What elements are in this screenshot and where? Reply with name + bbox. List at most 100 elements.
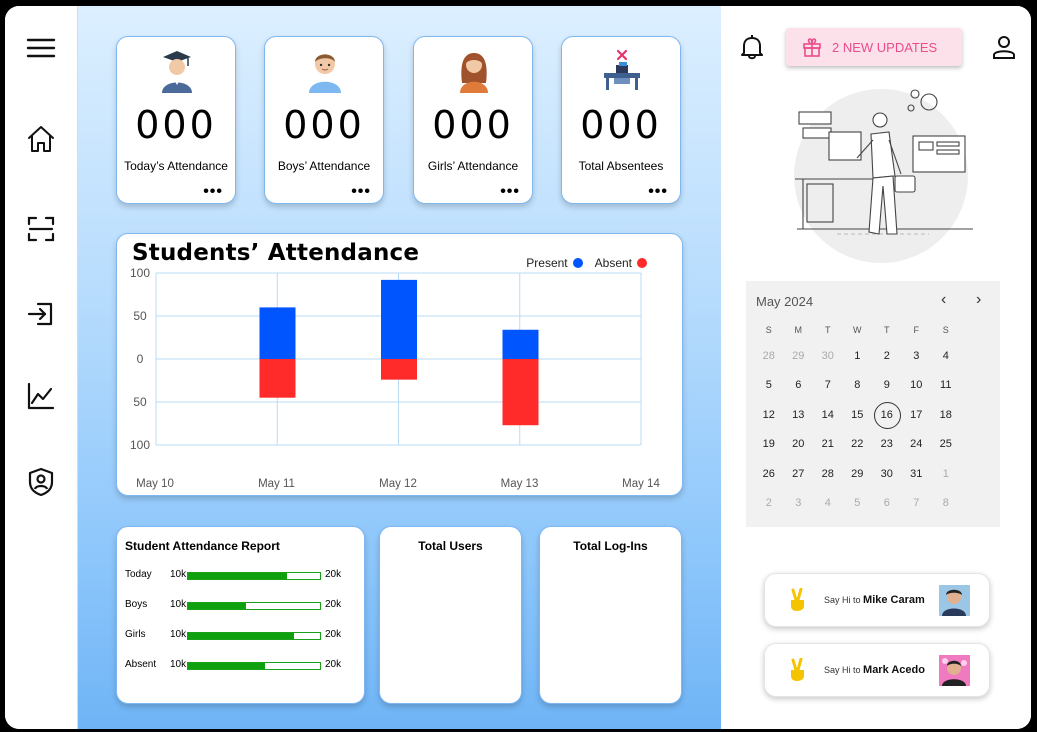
calendar-day[interactable]: 8 [942, 497, 949, 510]
calendar-day[interactable]: 6 [883, 497, 890, 510]
calendar-day[interactable]: 5 [854, 497, 861, 510]
y-tick-label: 100 [130, 438, 150, 452]
report-row-label: Absent [125, 659, 157, 670]
report-row-label: Boys [125, 599, 148, 610]
calendar-day[interactable]: 11 [940, 379, 952, 392]
chart-legend: Present Absent [526, 256, 647, 270]
scan-icon[interactable] [25, 213, 57, 245]
calendar-day[interactable]: 27 [792, 467, 805, 480]
calendar-day[interactable]: 8 [854, 379, 861, 392]
calendar-day[interactable]: 28 [821, 467, 834, 480]
calendar-day[interactable]: 5 [765, 379, 772, 392]
graduate-icon [162, 51, 192, 93]
stat-count: 000 [135, 103, 217, 147]
calendar-day[interactable]: 25 [939, 438, 952, 451]
report-row: Boys 10k 20k [125, 598, 355, 612]
progress-bar [187, 662, 321, 670]
more-options-icon[interactable]: ••• [203, 183, 223, 200]
notification-bell-icon[interactable] [739, 34, 765, 60]
calendar-day[interactable]: 1 [854, 349, 861, 362]
office-illustration [794, 89, 973, 263]
calendar-day[interactable]: 24 [910, 438, 923, 451]
peace-hand-icon [791, 588, 804, 611]
calendar-day[interactable]: 23 [880, 438, 893, 451]
login-icon[interactable] [25, 298, 57, 330]
report-row-low: 10k [170, 569, 187, 580]
calendar-day[interactable]: 15 [851, 408, 864, 421]
calendar-day[interactable]: 22 [851, 438, 864, 451]
more-options-icon[interactable]: ••• [648, 183, 668, 200]
boy-icon [309, 54, 341, 93]
chart-title: Students’ Attendance [132, 240, 420, 266]
calendar-day[interactable]: 26 [762, 467, 775, 480]
calendar-day[interactable]: 3 [795, 497, 802, 510]
legend-present-swatch [572, 258, 583, 268]
calendar-day[interactable]: 16 [872, 401, 902, 429]
report-title: Student Attendance Report [125, 539, 280, 553]
report-row-high: 20k [325, 659, 342, 670]
analytics-chart-icon[interactable] [25, 380, 57, 412]
calendar-day[interactable]: 29 [851, 467, 864, 480]
stat-card-boys[interactable]: 000 Boys’ Attendance ••• [264, 36, 384, 204]
weekday-label: S [765, 325, 772, 335]
calendar-day[interactable]: 10 [910, 379, 923, 392]
calendar-week: 5 6 7 8 9 10 11 [754, 371, 990, 401]
calendar-day[interactable]: 7 [913, 497, 920, 510]
legend-absent-swatch [637, 258, 647, 268]
weekday-label: T [825, 325, 831, 335]
stat-count: 000 [283, 103, 365, 147]
calendar-day[interactable]: 21 [821, 438, 834, 451]
y-tick-label: 0 [137, 352, 144, 366]
app-frame: 000 Today’s Attendance ••• 000 Boys’ Att… [5, 6, 1031, 729]
say-hi-card[interactable]: Say Hi to Mark Acedo [764, 643, 990, 697]
calendar-day[interactable]: 29 [792, 349, 805, 362]
new-updates-button[interactable]: 2 NEW UPDATES [786, 28, 962, 66]
home-icon[interactable] [25, 123, 57, 155]
calendar-day[interactable]: 30 [880, 467, 893, 480]
calendar-day[interactable]: 1 [942, 467, 949, 480]
calendar-day[interactable]: 4 [942, 349, 949, 362]
user-profile-icon[interactable] [991, 34, 1017, 60]
calendar-day[interactable]: 2 [883, 349, 890, 362]
weekday-label: F [913, 325, 920, 335]
calendar-day[interactable]: 13 [792, 408, 805, 421]
report-row: Absent 10k 20k [125, 658, 355, 672]
calendar-day[interactable]: 12 [762, 408, 775, 421]
total-logins-title: Total Log-Ins [573, 539, 648, 553]
report-row-high: 20k [325, 599, 342, 610]
calendar-day[interactable]: 4 [824, 497, 831, 510]
weekday-label: T [884, 325, 890, 335]
sidebar [5, 6, 78, 729]
calendar-day[interactable]: 6 [795, 379, 802, 392]
hamburger-menu-icon[interactable] [25, 32, 57, 64]
say-hi-card[interactable]: Say Hi to Mike Caram [764, 573, 990, 627]
attendance-chart-card: Students’ Attendance Present Absent 100 5… [116, 233, 683, 496]
stat-count: 000 [432, 103, 514, 147]
calendar-day[interactable]: 3 [913, 349, 920, 362]
calendar-day[interactable]: 28 [762, 349, 775, 362]
calendar-day[interactable]: 17 [910, 408, 923, 421]
calendar-day[interactable]: 31 [910, 467, 923, 480]
chevron-right-icon[interactable]: › [976, 291, 982, 308]
calendar-day[interactable]: 7 [824, 379, 831, 392]
calendar-day[interactable]: 19 [762, 438, 775, 451]
calendar-day[interactable]: 20 [792, 438, 805, 451]
calendar-day[interactable]: 18 [939, 408, 952, 421]
stat-card-absentees[interactable]: 000 Total Absentees ••• [561, 36, 681, 204]
stat-card-today[interactable]: 000 Today’s Attendance ••• [116, 36, 236, 204]
calendar-day[interactable]: 14 [821, 408, 834, 421]
calendar-day[interactable]: 2 [765, 497, 772, 510]
x-tick-label: May 14 [622, 478, 660, 490]
calendar-day[interactable]: 30 [821, 349, 834, 362]
more-options-icon[interactable]: ••• [500, 183, 520, 200]
contact-name: Mike Caram [863, 594, 925, 606]
chevron-left-icon[interactable]: ‹ [941, 291, 947, 308]
avatar [939, 655, 970, 686]
calendar-day[interactable]: 9 [883, 379, 890, 392]
x-tick-label: May 11 [258, 478, 295, 490]
shield-user-icon[interactable] [25, 466, 57, 498]
y-tick-label: 50 [133, 309, 147, 323]
stat-card-girls[interactable]: 000 Girls’ Attendance ••• [413, 36, 533, 204]
more-options-icon[interactable]: ••• [351, 183, 371, 200]
student-attendance-report: Student Attendance Report Today 10k 20k Boy… [116, 526, 365, 704]
